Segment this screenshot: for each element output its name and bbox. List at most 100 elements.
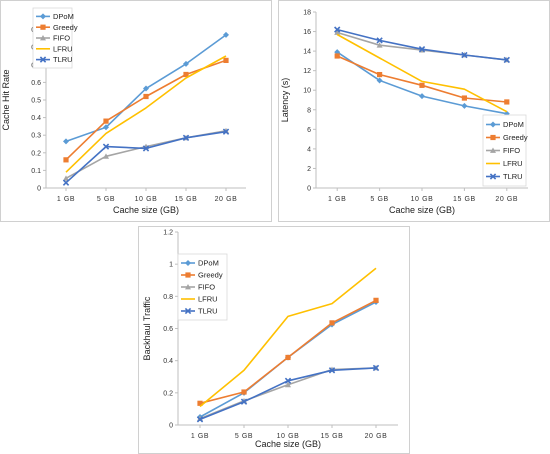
chart-1-legend-marker-greedy xyxy=(40,24,46,30)
chart-1-series-greedy-point-4 xyxy=(223,57,229,63)
chart-3-series-tlru-point-2-stroke-b xyxy=(284,377,292,384)
chart-3-legend: DPoM Greedy FIFO LFRU TLRU xyxy=(177,253,228,321)
chart-2-series-greedy-point-3 xyxy=(461,95,467,101)
chart-1-y-tick-label-3: 0.3 xyxy=(31,133,41,140)
chart-2-series-tlru-point-1-stroke-b xyxy=(376,37,383,44)
chart-3-series-lfru-line xyxy=(199,267,377,408)
chart-2-legend-marker-greedy xyxy=(490,134,496,141)
chart-2-legend-marker-tlru xyxy=(489,173,497,180)
chart-2-legend-marker-fifo xyxy=(490,147,496,153)
chart-2-y-tick-label-5: 10 xyxy=(303,88,311,95)
chart-3-y-tick-label-5: 1 xyxy=(169,262,173,269)
chart-2-legend-marker-tlru-stroke-b xyxy=(489,173,497,180)
chart-3-series-greedy-point-2 xyxy=(285,354,291,361)
chart-1-series-tlru-point-0 xyxy=(62,179,70,186)
chart-1-y-tick-label-6: 0.6 xyxy=(31,80,41,87)
chart-3-legend-label-lfru: LFRU xyxy=(198,295,218,304)
chart-3-series-tlru-point-2 xyxy=(284,377,292,384)
chart-2: 0 2 4 6 8 10 12 14 16 18 1 GB 5 GB 10 GB 15 GB 20 GB Ca… xyxy=(278,0,550,222)
chart-2-x-tick-label-4: 20 GB xyxy=(495,196,518,203)
chart-2-series-greedy-point-1 xyxy=(377,71,383,78)
chart-3-y-tick-label-1: 0.2 xyxy=(163,390,173,397)
chart-2-series-greedy-point-2 xyxy=(419,82,425,88)
chart-1-x-tick-label-2: 10 GB xyxy=(135,196,158,203)
chart-2-series-tlru-point-4 xyxy=(503,56,510,64)
chart-1-series-dpom-point-0 xyxy=(63,138,69,145)
chart-2-y-axis-label: Latency (s) xyxy=(280,78,290,123)
chart-2-legend-label-lfru: LFRU xyxy=(503,159,523,168)
chart-2-series-dpom-point-3 xyxy=(461,102,468,109)
chart-1-series-dpom-point-1 xyxy=(103,124,109,131)
chart-2-legend-label-greedy: Greedy xyxy=(503,133,528,142)
chart-3-legend-marker-fifo xyxy=(185,284,191,290)
chart-3-y-tick-label-2: 0.4 xyxy=(163,358,173,365)
chart-2-series-tlru-point-0-stroke-b xyxy=(334,26,341,33)
chart-1-series-dpom-point-3 xyxy=(183,60,189,67)
chart-3-series-greedy-point-4 xyxy=(373,297,379,303)
chart-1-legend-label-fifo: FIFO xyxy=(53,34,70,43)
chart-2-x-tick-label-1: 5 GB xyxy=(370,196,388,203)
chart-1-legend-marker-dpom xyxy=(40,13,46,20)
chart-1-series-fifo-point-0 xyxy=(63,175,69,181)
chart-2-legend-marker-dpom xyxy=(490,121,496,128)
chart-3-x-tick-label-1: 5 GB xyxy=(235,433,253,440)
chart-2-y-tick-label-7: 14 xyxy=(303,49,311,56)
chart-1-series-tlru-point-1-stroke-b xyxy=(102,143,110,150)
chart-3-y-axis-label: Backhaul Traffic xyxy=(142,296,152,360)
chart-2-series-fifo-point-0 xyxy=(334,29,341,35)
chart-1-x-tick-label-4: 20 GB xyxy=(215,196,238,203)
chart-3-x-tick-label-0: 1 GB xyxy=(191,433,209,440)
chart-1-x-tick-label-3: 15 GB xyxy=(175,196,198,203)
chart-2-series-lfru-line xyxy=(336,33,508,113)
chart-3-legend-label-dpom: DPoM xyxy=(198,259,219,268)
chart-1-legend-marker-tlru-stroke-b xyxy=(39,56,47,63)
chart-2-legend: DPoM Greedy FIFO LFRU TLRU xyxy=(482,114,528,187)
chart-2-series-tlru-point-0 xyxy=(334,26,341,33)
chart-2-legend-label-dpom: DPoM xyxy=(503,120,524,129)
chart-3-legend-label-tlru: TLRU xyxy=(198,307,218,316)
chart-3-y-tick-label-4: 0.8 xyxy=(163,294,173,301)
chart-3-x-tick-label-2: 10 GB xyxy=(277,433,300,440)
chart-1-series-lfru-line xyxy=(65,55,227,173)
chart-2-y-tick-label-3: 6 xyxy=(307,127,311,134)
chart-3: 0 0.2 0.4 0.6 0.8 1 1.2 1 GB 5 GB 10 GB 15 GB 20 GB… xyxy=(138,226,410,454)
chart-1-y-tick-label-4: 0.4 xyxy=(31,115,41,122)
chart-2-series-fifo-point-1 xyxy=(376,42,383,48)
chart-1-series-greedy-point-0 xyxy=(63,157,69,163)
chart-1-y-axis-label: Cache Hit Rate xyxy=(1,69,11,130)
chart-3-series-tlru-point-1-stroke-b xyxy=(240,398,248,405)
chart-1-series-dpom-point-2 xyxy=(143,85,149,92)
chart-3-legend-label-greedy: Greedy xyxy=(198,271,223,280)
chart-3-series-tlru-point-3-stroke-b xyxy=(328,367,336,374)
chart-1-x-tick-label-1: 5 GB xyxy=(97,196,115,203)
chart-2-y-tick-label-1: 2 xyxy=(307,166,311,173)
chart-1-series-dpom-point-4 xyxy=(223,31,229,38)
chart-3-legend-marker-dpom xyxy=(185,260,191,266)
chart-3-legend-marker-tlru-stroke-b xyxy=(184,307,192,315)
chart-3-y-tick-label-3: 0.6 xyxy=(163,326,173,333)
chart-2-series-tlru-point-2-stroke-b xyxy=(418,45,426,53)
chart-3-x-axis-label: Cache size (GB) xyxy=(255,439,321,449)
chart-1-legend-label-dpom: DPoM xyxy=(53,12,74,21)
chart-1-series-tlru-point-2-stroke-b xyxy=(142,145,150,152)
chart-1-x-tick-label-0: 1 GB xyxy=(57,196,75,203)
chart-1-series-tlru-point-3-stroke-b xyxy=(182,134,190,142)
chart-2-x-tick-label-2: 10 GB xyxy=(411,196,434,203)
chart-2-series-tlru-point-3-stroke-b xyxy=(461,51,468,59)
chart-3-series-tlru-point-0-stroke-b xyxy=(196,416,204,423)
chart-3-x-tick-label-4: 20 GB xyxy=(365,433,388,440)
chart-3-series-fifo-point-2 xyxy=(285,381,291,388)
chart-2-series-tlru-point-1 xyxy=(376,37,383,44)
chart-1-legend-label-lfru: LFRU xyxy=(53,44,73,53)
chart-1-y-tick-label-0: 0 xyxy=(37,186,41,193)
chart-2-y-tick-label-6: 12 xyxy=(303,68,311,75)
chart-2-legend-label-fifo: FIFO xyxy=(503,146,520,155)
chart-2-y-tick-label-4: 8 xyxy=(307,107,311,114)
chart-1-y-tick-label-1: 0.1 xyxy=(31,168,41,175)
chart-2-series-dpom-point-2 xyxy=(419,93,425,100)
chart-3-y-tick-label-6: 1.2 xyxy=(163,230,173,237)
chart-3-series-tlru-point-3 xyxy=(328,367,336,374)
chart-1-series-tlru-point-2 xyxy=(142,145,150,152)
